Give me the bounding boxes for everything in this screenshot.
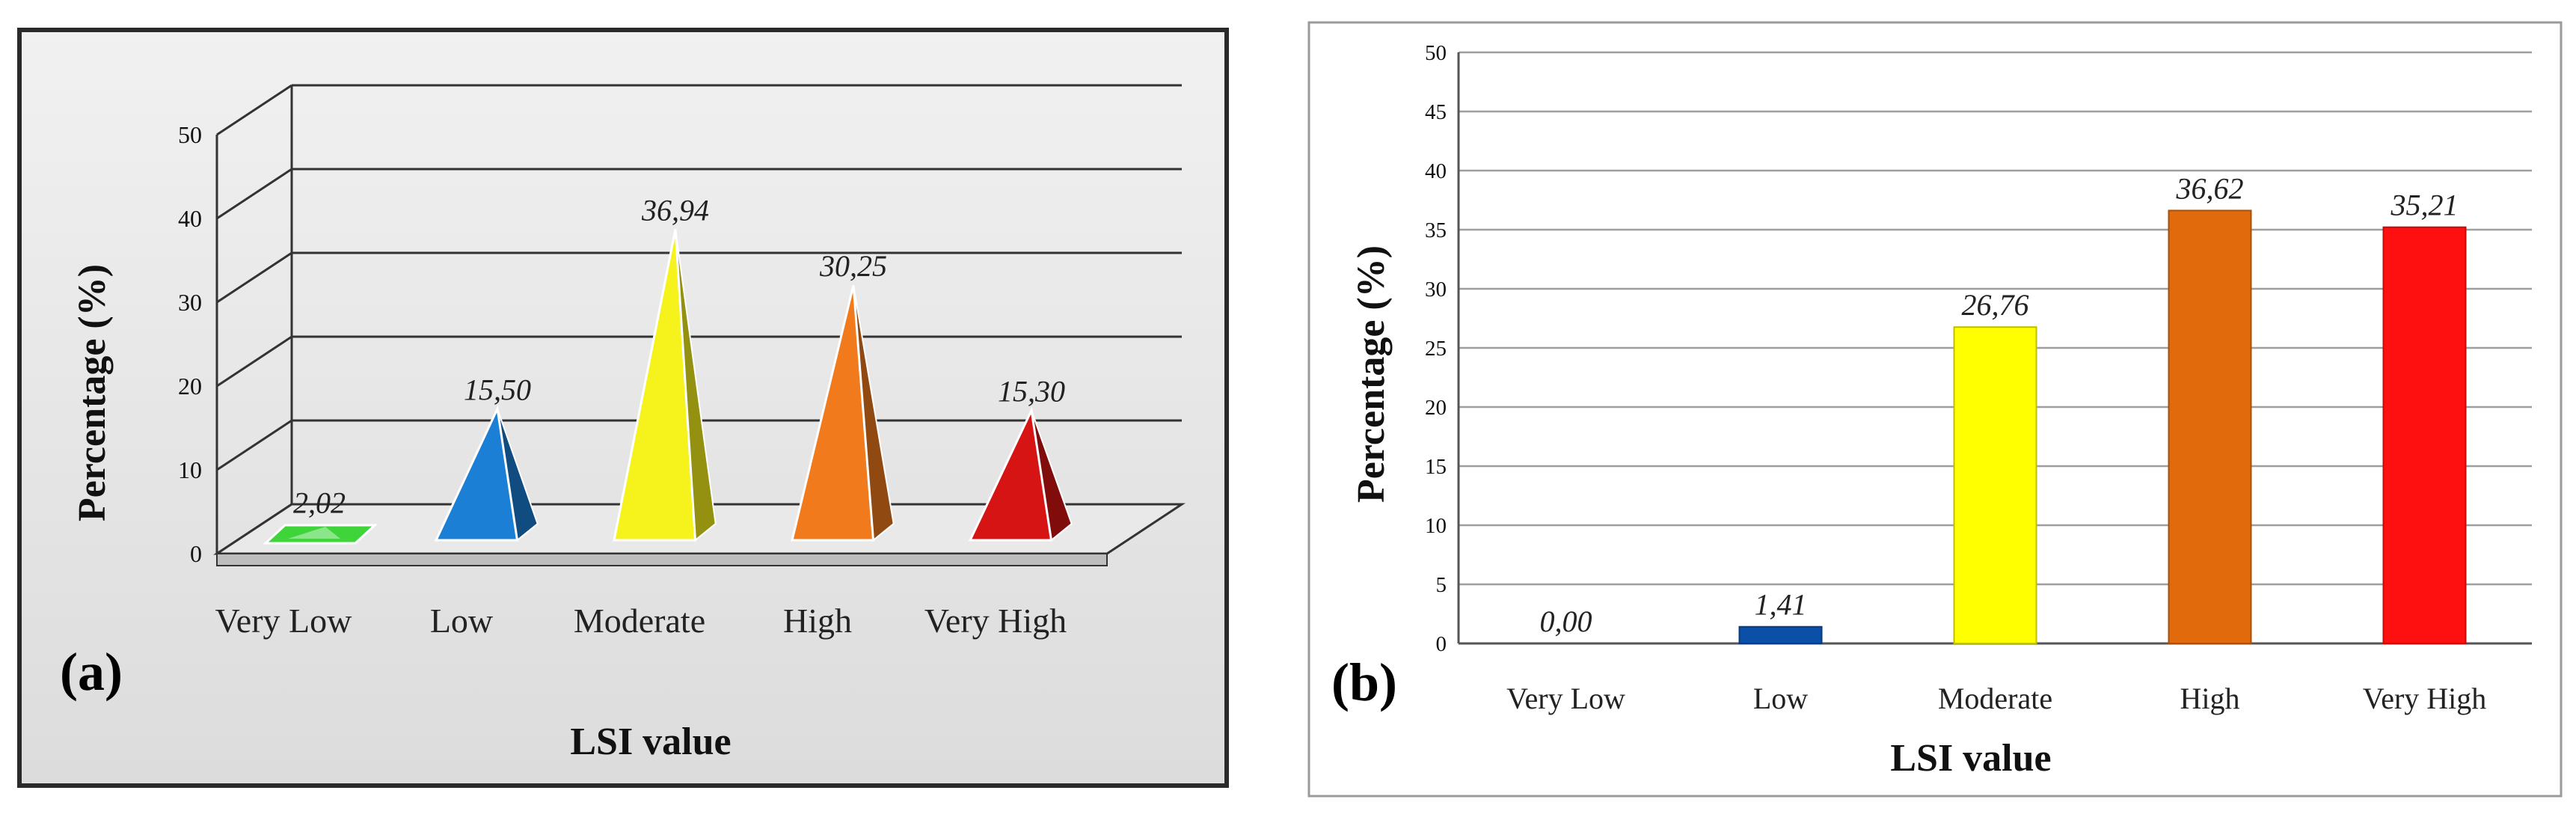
chart-b-ytick: 10	[1425, 514, 1447, 538]
chart-a-floor-edge	[216, 553, 1108, 566]
chart-a-ytick: 0	[190, 540, 202, 567]
chart-panel-b: 0 5 10 15 20 25 30 35 40 45 50 0,00 1,41 26,76 36,62 3…	[1294, 0, 2576, 826]
chart-b-bar	[1953, 326, 2037, 644]
chart-a-ytick: 10	[178, 456, 202, 483]
chart-b-category-label: Moderate	[1938, 682, 2052, 715]
chart-a-bar	[613, 228, 697, 542]
chart-b-value-label: 26,76	[1962, 288, 2029, 322]
chart-b-ytick: 45	[1425, 100, 1447, 124]
chart-b-bar	[2168, 209, 2252, 644]
chart-b-ytick: 20	[1425, 396, 1447, 420]
chart-b-panel-label: (b)	[1331, 652, 1397, 712]
chart-a-ytick: 20	[178, 373, 202, 400]
chart-b-ytick: 0	[1436, 632, 1447, 656]
chart-b-ylabel: Percentage (%)	[1350, 245, 1393, 503]
chart-b-category-label: Very Low	[1506, 682, 1625, 715]
chart-a-gridline-depth	[216, 168, 292, 220]
chart-b-svg: 0 5 10 15 20 25 30 35 40 45 50 0,00 1,41 26,76 36,62 3…	[1307, 21, 2563, 798]
chart-b-ytick: 35	[1425, 218, 1447, 242]
chart-a-value-label: 36,94	[641, 193, 709, 227]
chart-a-ytick: 40	[178, 205, 202, 232]
chart-a-gridline-depth	[216, 251, 292, 304]
chart-a-ytick: 50	[178, 121, 202, 148]
chart-b-value-label: 1,41	[1755, 588, 1807, 622]
chart-a-ylabel: Percentage (%)	[71, 264, 114, 521]
chart-a-xlabel: LSI value	[570, 721, 731, 763]
chart-a-category-label: Very Low	[215, 602, 352, 640]
chart-b-category-label: High	[2180, 682, 2240, 715]
chart-b-ytick: 15	[1425, 455, 1447, 479]
chart-a-bar	[434, 405, 519, 542]
chart-a-value-label: 30,25	[819, 249, 887, 283]
chart-a-category-label: Very High	[924, 602, 1067, 640]
chart-b-value-label: 0,00	[1540, 605, 1592, 638]
chart-b-xlabel: LSI value	[1890, 737, 2051, 780]
chart-b-ytick: 5	[1436, 573, 1447, 597]
chart-b-ytick: 30	[1425, 278, 1447, 302]
chart-a-value-label: 15,30	[998, 375, 1065, 409]
chart-b-frame	[1307, 21, 2563, 798]
chart-a-panel-label: (a)	[60, 642, 123, 702]
chart-a-value-label: 15,50	[464, 373, 531, 406]
chart-a-ytick: 30	[178, 289, 202, 316]
chart-a-bar-highlight	[288, 527, 340, 539]
chart-b-category-label: Low	[1753, 682, 1808, 715]
chart-b-bar	[1738, 625, 1823, 644]
chart-b-value-label: 36,62	[2176, 171, 2244, 205]
chart-a-svg: 0 10 20 30 40 50 2,02 15,50 36,94 30,25 15,30 Ver…	[17, 28, 1229, 788]
chart-b-ytick: 40	[1425, 159, 1447, 183]
chart-a-value-label: 2,02	[293, 486, 346, 519]
chart-panel-a: 0 10 20 30 40 50 2,02 15,50 36,94 30,25 15,30 Ver…	[0, 0, 1242, 826]
chart-a-category-label: Low	[430, 602, 494, 640]
chart-a-category-label: High	[783, 602, 852, 640]
chart-a-bar	[791, 284, 875, 542]
chart-b-bar	[2382, 226, 2467, 644]
chart-b-category-label: Very High	[2363, 682, 2487, 715]
chart-b-ytick: 50	[1425, 41, 1447, 65]
chart-b-value-label: 35,21	[2391, 189, 2459, 222]
chart-b-ytick: 25	[1425, 337, 1447, 361]
chart-a-gridline-depth	[216, 335, 292, 388]
chart-a-gridline-depth	[216, 419, 292, 471]
chart-a-frame	[17, 28, 1229, 788]
chart-a-gridline-depth	[216, 84, 292, 136]
chart-a-category-label: Moderate	[574, 602, 705, 640]
chart-a-bar	[968, 406, 1053, 542]
